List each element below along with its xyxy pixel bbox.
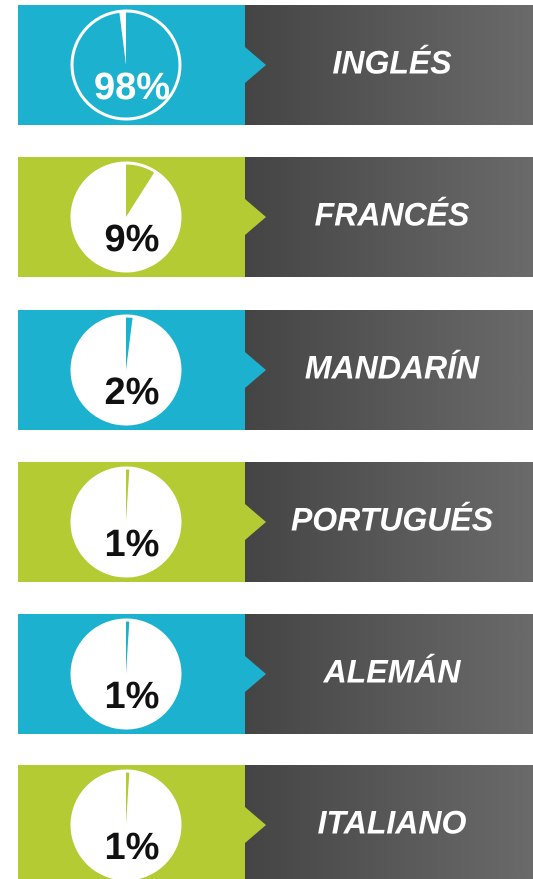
pie-outline (70, 618, 182, 730)
language-label: INGLÉS (332, 44, 452, 80)
language-label: FRANCÉS (315, 196, 470, 232)
row-dark-panel (245, 5, 533, 125)
pie-outline (70, 9, 182, 121)
pie-outline (70, 314, 182, 426)
percent-label: 98% (94, 66, 170, 108)
percent-label: 1% (105, 675, 160, 717)
pie-outline (70, 161, 182, 273)
percent-label: 1% (105, 523, 160, 565)
pie-wedge (126, 771, 130, 825)
row-dark-panel (245, 614, 533, 734)
arrow (245, 656, 266, 692)
row-dark-panel (245, 310, 533, 430)
pie-wedge (126, 468, 130, 522)
row-dark-panel (245, 765, 533, 879)
arrow (245, 807, 266, 843)
arrow (245, 504, 266, 540)
arrow (245, 199, 266, 235)
language-label: ITALIANO (318, 804, 467, 840)
pie-wedge (126, 163, 155, 217)
language-label: MANDARÍN (305, 349, 480, 385)
pie-wedge (126, 620, 130, 674)
pie-outline (70, 769, 182, 879)
arrow (245, 352, 266, 388)
row-dark-panel (245, 462, 533, 582)
row-dark-panel (245, 157, 533, 277)
language-label: ALEMÁN (323, 653, 462, 689)
pie-outline (70, 466, 182, 578)
percent-label: 9% (105, 218, 160, 260)
pie-wedge (126, 316, 133, 370)
percent-label: 2% (105, 371, 160, 413)
pie-wedge (71, 11, 180, 119)
percent-label: 1% (105, 826, 160, 868)
language-label: PORTUGUÉS (291, 501, 494, 537)
arrow (245, 47, 266, 83)
